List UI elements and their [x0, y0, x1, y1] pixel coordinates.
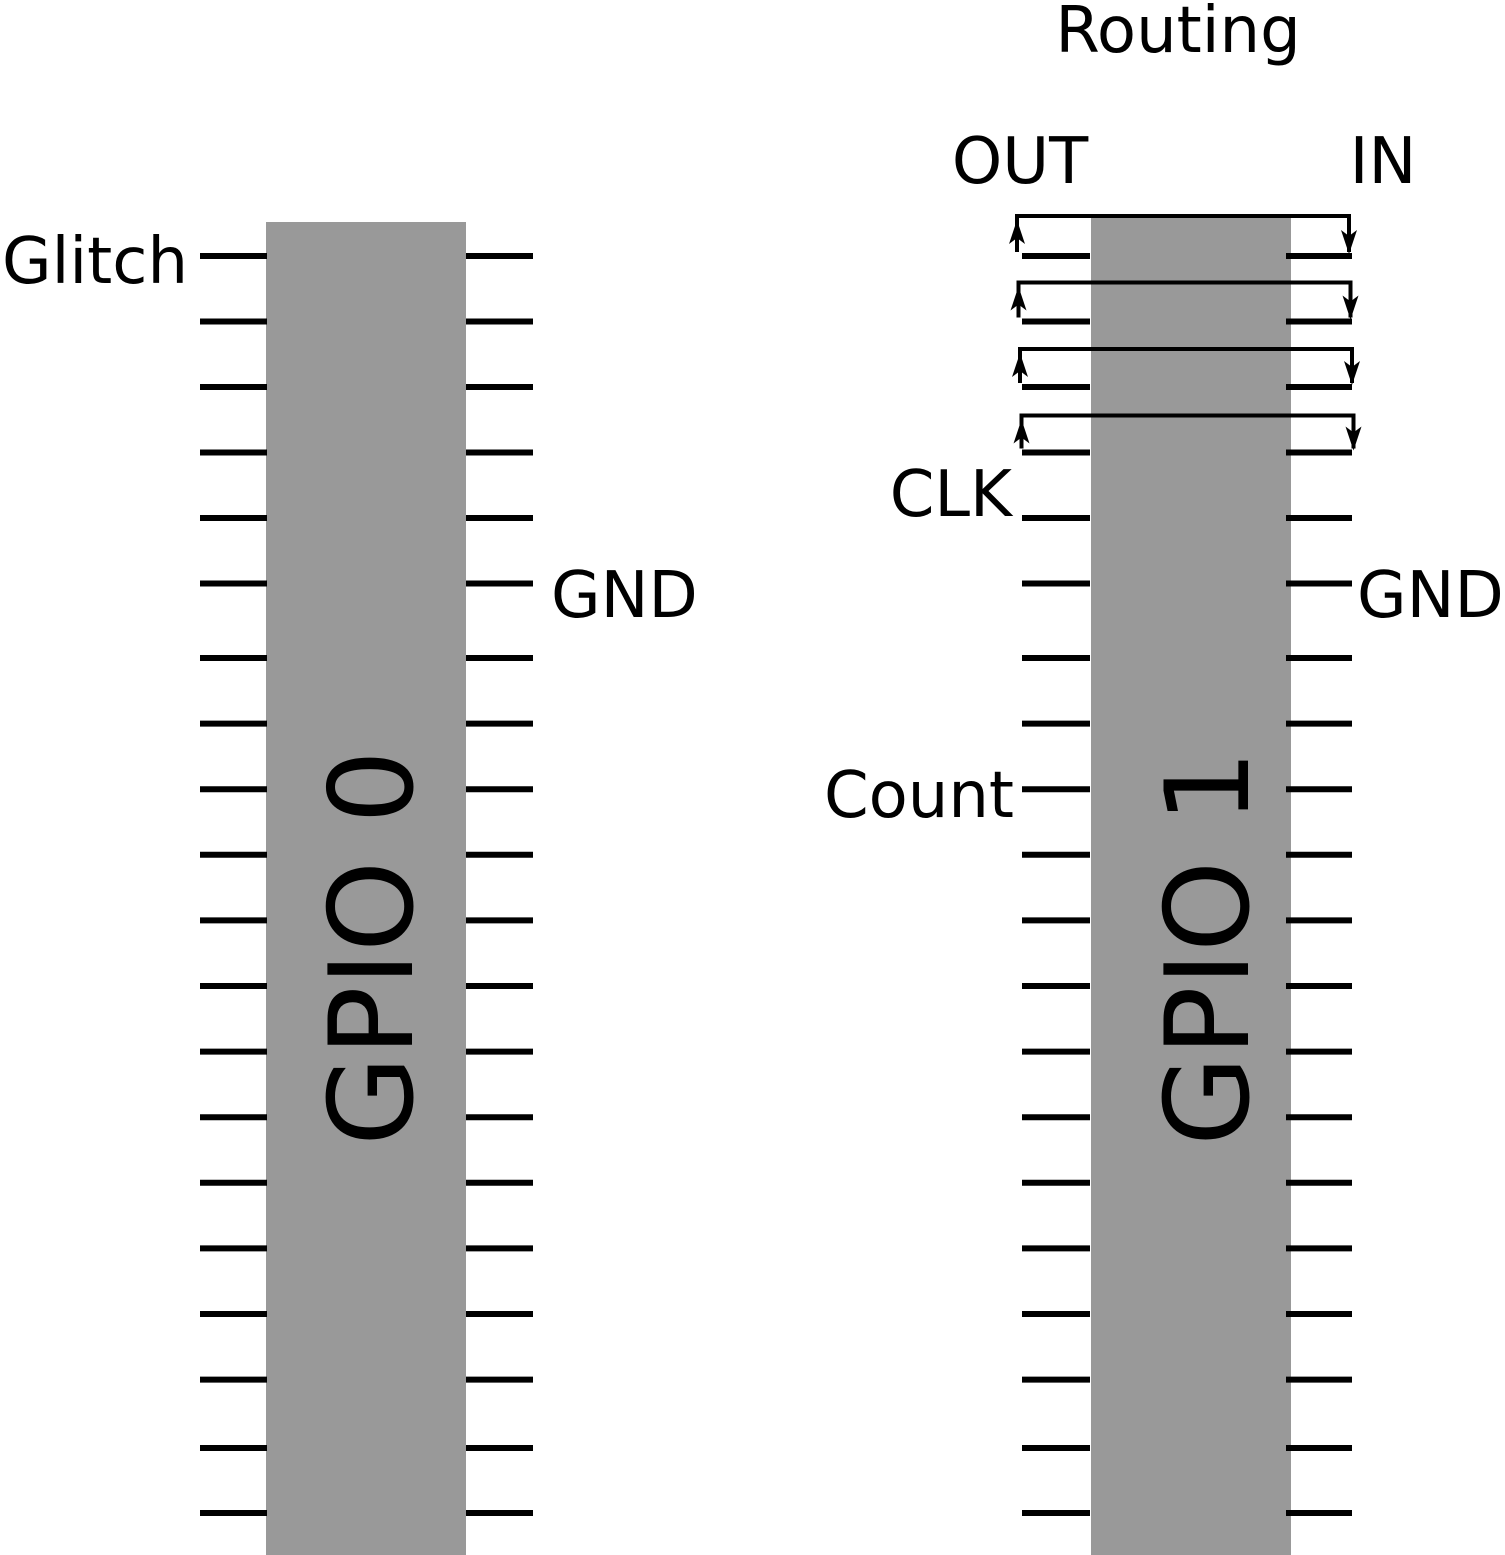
gpio1-left-pins	[1022, 253, 1090, 1516]
gpio0-chip-label: GPIO 0	[305, 750, 440, 1146]
count-pin-label: Count	[824, 759, 1014, 833]
gpio0-gnd-pin-label: GND	[551, 559, 698, 633]
gpio0-chip-body	[266, 222, 466, 1555]
gpio0-left-pins	[200, 253, 267, 1516]
gpio1-right-pins	[1286, 253, 1352, 1516]
route-out-arrow-3	[1012, 353, 1028, 377]
in-label: IN	[1350, 125, 1417, 199]
out-label: OUT	[952, 125, 1089, 199]
gpio0-right-pins	[466, 253, 533, 1516]
glitch-pin-label: Glitch	[2, 225, 188, 299]
gpio1-chip-label: GPIO 1	[1141, 750, 1276, 1146]
routing-lines	[1009, 214, 1362, 451]
routing-title: Routing	[1055, 0, 1300, 68]
route-out-arrow-1	[1009, 220, 1025, 244]
route-in-arrow-1	[1341, 230, 1357, 254]
route-out-arrow-2	[1010, 286, 1027, 311]
route-in-arrow-4	[1345, 426, 1362, 451]
route-in-arrow-2	[1342, 295, 1359, 320]
route-out-arrow-4	[1013, 419, 1030, 444]
clk-pin-label: CLK	[890, 458, 1014, 532]
gpio1-gnd-pin-label: GND	[1357, 559, 1504, 633]
gpio1-chip-body	[1091, 216, 1291, 1555]
route-in-arrow-3	[1344, 361, 1360, 385]
